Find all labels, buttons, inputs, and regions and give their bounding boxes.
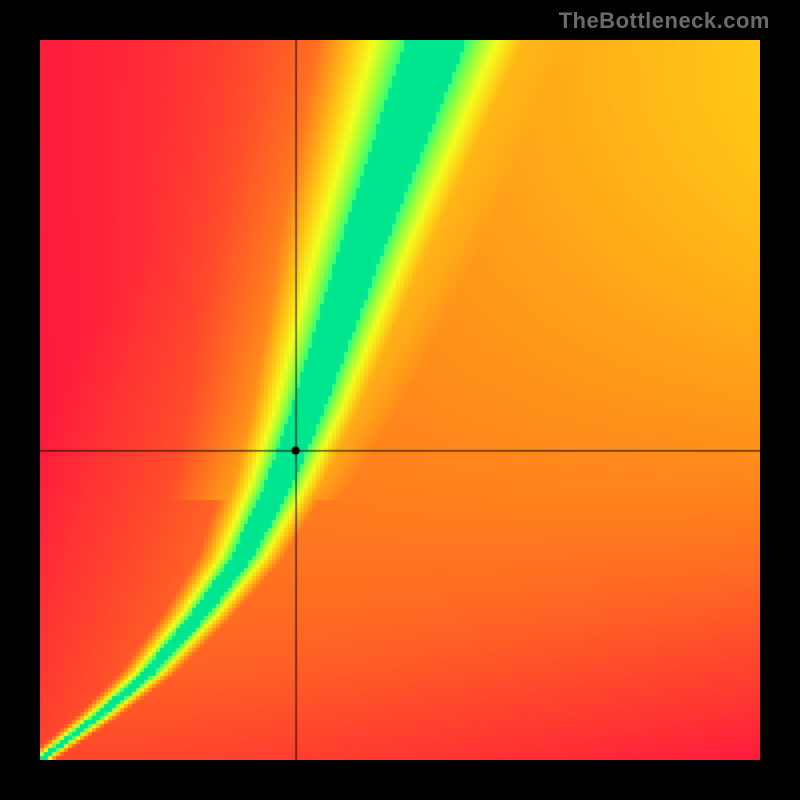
bottleneck-heatmap <box>40 40 760 760</box>
chart-container: TheBottleneck.com <box>0 0 800 800</box>
watermark-label: TheBottleneck.com <box>559 8 770 34</box>
